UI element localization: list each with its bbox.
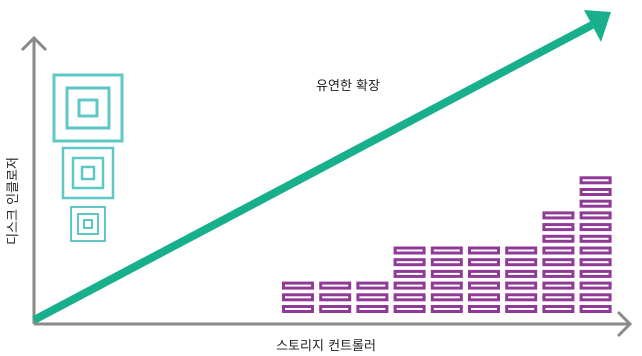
disk-unit (468, 246, 500, 255)
disk-stack-3 (356, 281, 389, 313)
disk-unit (542, 211, 575, 220)
disk-unit (393, 293, 426, 302)
disk-unit (579, 258, 612, 267)
enclosure-small-icon (70, 206, 106, 242)
disk-unit (542, 293, 575, 302)
disk-unit (579, 281, 612, 290)
x-axis-label: 스토리지 컨트롤러 (276, 339, 376, 354)
disk-unit (430, 281, 463, 290)
disk-stack-9 (579, 176, 612, 313)
enclosure-icons (52, 73, 124, 242)
disk-stack-8 (542, 211, 575, 313)
disk-unit (393, 305, 426, 313)
disk-unit (282, 305, 314, 313)
enclosure-large-icon (52, 73, 124, 143)
disk-unit (579, 223, 612, 232)
disk-unit (393, 246, 426, 255)
disk-unit (430, 246, 463, 255)
y-axis-arrowhead (20, 35, 48, 52)
growth-arrow-line (32, 21, 594, 324)
growth-arrow (32, 10, 611, 324)
disk-unit (282, 281, 314, 290)
disk-unit (579, 176, 612, 185)
disk-stack-4 (393, 246, 426, 313)
disk-unit (505, 305, 538, 313)
disk-unit (542, 305, 575, 313)
disk-unit (579, 211, 612, 220)
disk-unit (319, 281, 352, 290)
disk-unit (579, 246, 612, 255)
disk-unit (505, 269, 538, 278)
disk-stack-2 (319, 281, 352, 313)
disk-unit (430, 269, 463, 278)
diagram-title: 유연한 확장 (316, 79, 380, 94)
disk-unit (505, 281, 538, 290)
disk-unit (542, 223, 575, 232)
disk-unit (468, 281, 500, 290)
disk-unit (579, 199, 612, 208)
disk-unit (356, 293, 389, 302)
disk-unit (579, 269, 612, 278)
disk-unit (468, 258, 500, 267)
axes (20, 35, 633, 338)
disk-stack-1 (282, 281, 314, 313)
disk-unit (393, 258, 426, 267)
disk-unit (430, 258, 463, 267)
y-axis-label: 디스크 인클로저 (6, 157, 21, 245)
disk-unit (579, 305, 612, 313)
disk-unit (579, 188, 612, 196)
disk-unit (579, 293, 612, 302)
disk-unit (505, 246, 538, 255)
disk-unit (579, 234, 612, 243)
disk-unit (468, 269, 500, 278)
disk-unit (542, 269, 575, 278)
disk-unit (430, 293, 463, 302)
x-axis-arrowhead (616, 310, 633, 338)
disk-unit (542, 246, 575, 255)
disk-stack-5 (430, 246, 463, 313)
disk-unit (542, 234, 575, 243)
disk-unit (393, 281, 426, 290)
disk-unit (505, 293, 538, 302)
disk-unit (356, 281, 389, 290)
disk-unit (282, 293, 314, 302)
disk-unit (356, 305, 389, 313)
disk-unit (468, 305, 500, 313)
disk-unit (393, 269, 426, 278)
enclosure-medium-icon (61, 146, 115, 200)
disk-unit (319, 293, 352, 302)
disk-unit (542, 281, 575, 290)
disk-stacks (282, 176, 612, 313)
disk-unit (319, 305, 352, 313)
disk-stack-6 (468, 246, 500, 313)
disk-stack-7 (505, 246, 538, 313)
disk-unit (542, 258, 575, 267)
disk-unit (430, 305, 463, 313)
disk-unit (505, 258, 538, 267)
disk-unit (468, 293, 500, 302)
growth-arrowhead (584, 10, 611, 42)
